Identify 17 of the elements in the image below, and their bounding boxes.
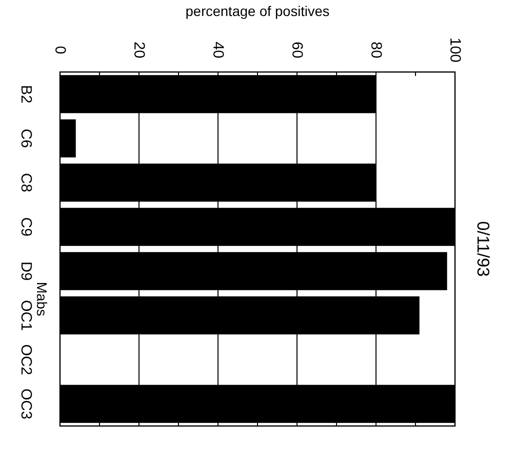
y-tick-label: C6 bbox=[18, 128, 34, 148]
x-tick-label: 0 bbox=[52, 46, 68, 54]
y-tick-label: OC1 bbox=[18, 300, 34, 331]
x-tick-label: 20 bbox=[130, 42, 148, 58]
x-tick-label: 40 bbox=[210, 42, 226, 58]
x-tick-label: 80 bbox=[368, 42, 384, 58]
x-tick-label: 100 bbox=[446, 37, 464, 63]
y-tick-label: B2 bbox=[18, 84, 34, 104]
y-tick-label: C9 bbox=[18, 217, 34, 236]
y-axis-title: Mabs bbox=[34, 282, 50, 316]
y-tick-label: C8 bbox=[18, 173, 34, 192]
y-tick-label: D9 bbox=[18, 262, 34, 281]
text: 0/11/93 bbox=[474, 221, 492, 277]
x-axis-title: percentage of positives bbox=[186, 3, 330, 19]
x-tick-label: 60 bbox=[288, 42, 306, 58]
y-tick-label: OC3 bbox=[18, 388, 34, 420]
y-tick-label: OC2 bbox=[18, 344, 34, 376]
